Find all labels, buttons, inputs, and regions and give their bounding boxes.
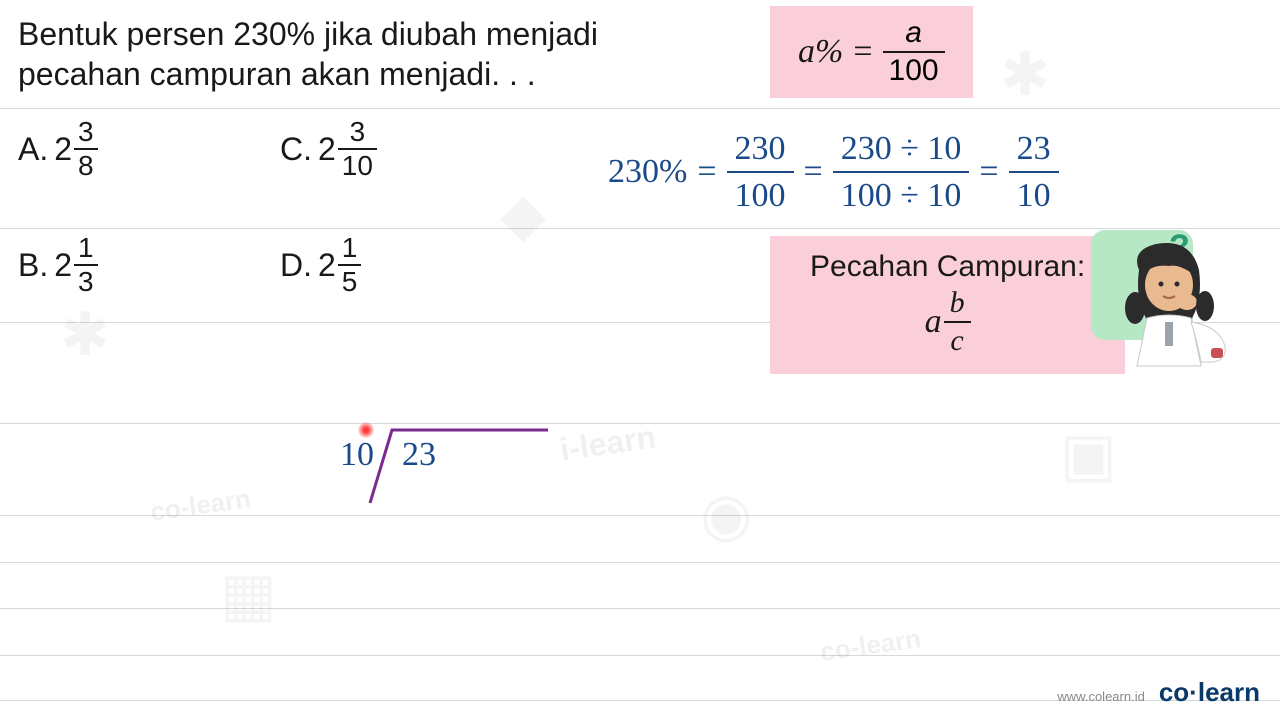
ruled-line bbox=[0, 608, 1280, 609]
option-d: D. 2 1 5 bbox=[280, 234, 361, 296]
fraction-denominator: 8 bbox=[74, 150, 98, 180]
calc-step1: 230 100 bbox=[727, 130, 794, 215]
student-character: ? bbox=[1091, 230, 1266, 370]
fraction-denominator: 100 bbox=[883, 53, 945, 86]
watermark-icon: ◆ bbox=[500, 180, 546, 250]
ruled-line bbox=[0, 562, 1280, 563]
fraction-numerator: 1 bbox=[338, 234, 362, 264]
question-line1: Bentuk persen 230% jika diubah menjadi bbox=[18, 12, 598, 57]
option-whole: 2 bbox=[318, 131, 336, 168]
fraction-numerator: 230 bbox=[727, 130, 794, 171]
watermark-icon: ▣ bbox=[1060, 420, 1117, 490]
watermark-icon: ▦ bbox=[220, 560, 277, 630]
fraction-denominator: 100 ÷ 10 bbox=[833, 173, 970, 214]
option-whole: 2 bbox=[54, 247, 72, 284]
fraction-numerator: 3 bbox=[74, 118, 98, 148]
option-fraction: 1 3 bbox=[74, 234, 98, 296]
longdiv-divisor: 10 bbox=[340, 436, 374, 474]
calc-step2: 230 ÷ 10 100 ÷ 10 bbox=[833, 130, 970, 215]
footer-url: www.colearn.id bbox=[1057, 689, 1144, 704]
ruled-line bbox=[0, 655, 1280, 656]
fraction-denominator: c bbox=[944, 323, 969, 356]
option-c: C. 2 3 10 bbox=[280, 118, 377, 180]
watermark-text: co-learn bbox=[148, 483, 252, 528]
watermark-text: co-learn bbox=[818, 623, 922, 668]
option-a: A. 2 3 8 bbox=[18, 118, 98, 180]
formula-lhs: a% bbox=[798, 33, 843, 71]
calc-step3: 23 10 bbox=[1009, 130, 1059, 215]
equals-sign: = bbox=[697, 153, 716, 191]
option-whole: 2 bbox=[54, 131, 72, 168]
brand-right: learn bbox=[1198, 677, 1260, 707]
option-label: D. bbox=[280, 247, 312, 284]
option-fraction: 1 5 bbox=[338, 234, 362, 296]
ruled-line bbox=[0, 108, 1280, 109]
mixed-whole: a bbox=[925, 303, 942, 341]
fraction-numerator: a bbox=[899, 18, 928, 51]
ruled-line bbox=[0, 228, 1280, 229]
option-b: B. 2 1 3 bbox=[18, 234, 98, 296]
fraction-numerator: 23 bbox=[1009, 130, 1059, 171]
fraction-denominator: 10 bbox=[1009, 173, 1059, 214]
watermark-icon: ◉ bbox=[700, 480, 752, 550]
option-label: B. bbox=[18, 247, 48, 284]
mixed-fraction-box: Pecahan Campuran: a b c bbox=[770, 236, 1125, 374]
fraction-denominator: 5 bbox=[338, 266, 362, 296]
formula-fraction: a 100 bbox=[883, 18, 945, 86]
option-whole: 2 bbox=[318, 247, 336, 284]
brand-logo: co·learn bbox=[1159, 677, 1260, 708]
cursor-dot-icon bbox=[358, 422, 374, 438]
fraction-denominator: 100 bbox=[727, 173, 794, 214]
option-label: A. bbox=[18, 131, 48, 168]
option-label: C. bbox=[280, 131, 312, 168]
equals-sign: = bbox=[853, 33, 872, 71]
calculation-steps: 230% = 230 100 = 230 ÷ 10 100 ÷ 10 = 23 … bbox=[608, 130, 1059, 215]
footer: www.colearn.id co·learn bbox=[1057, 677, 1260, 708]
brand-dot: · bbox=[1189, 677, 1198, 707]
fraction-numerator: 230 ÷ 10 bbox=[833, 130, 970, 171]
watermark-icon: ✱ bbox=[60, 300, 110, 370]
equals-sign: = bbox=[804, 153, 823, 191]
mixed-fraction-title: Pecahan Campuran: bbox=[810, 250, 1085, 284]
brand-left: co bbox=[1159, 677, 1189, 707]
equals-sign: = bbox=[979, 153, 998, 191]
watermark-icon: ✱ bbox=[1000, 40, 1050, 110]
mixed-fraction-expr: a b c bbox=[810, 288, 1085, 356]
fraction-denominator: 3 bbox=[74, 266, 98, 296]
longdiv-dividend: 23 bbox=[402, 436, 436, 474]
fraction-numerator: b bbox=[944, 288, 971, 321]
fraction-denominator: 10 bbox=[338, 150, 377, 180]
percent-formula-box: a% = a 100 bbox=[770, 6, 973, 98]
fraction-numerator: 3 bbox=[346, 118, 370, 148]
fraction-numerator: 1 bbox=[74, 234, 98, 264]
calc-lhs: 230% bbox=[608, 153, 687, 191]
question-line2: pecahan campuran akan menjadi. . . bbox=[18, 56, 536, 93]
option-fraction: 3 8 bbox=[74, 118, 98, 180]
option-fraction: 3 10 bbox=[338, 118, 377, 180]
